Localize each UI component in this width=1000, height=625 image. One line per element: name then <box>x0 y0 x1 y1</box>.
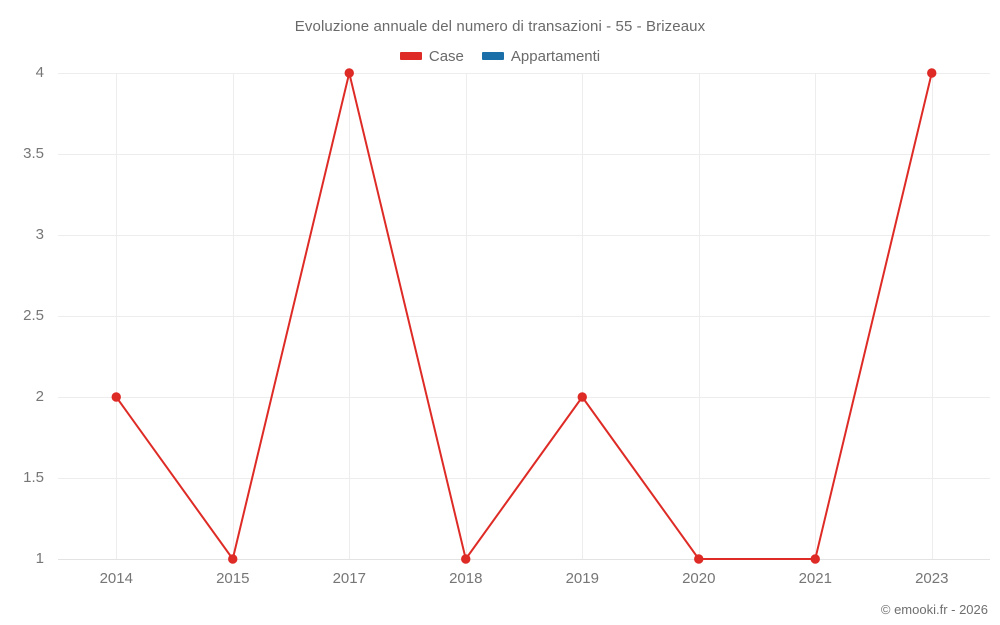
y-tick-label: 1 <box>36 550 44 567</box>
data-point-marker[interactable] <box>344 68 354 78</box>
data-point-marker[interactable] <box>228 554 238 564</box>
x-tick-label: 2017 <box>333 570 366 587</box>
y-gridlines <box>58 73 990 560</box>
y-tick-label: 1.5 <box>23 469 44 486</box>
data-point-marker[interactable] <box>810 554 820 564</box>
x-gridlines <box>116 73 933 559</box>
series-case <box>111 68 937 564</box>
y-tick-label: 3.5 <box>23 145 44 162</box>
data-point-marker[interactable] <box>577 392 587 402</box>
x-tick-labels: 2014 2015 2017 2018 2019 2020 2021 2023 <box>100 570 949 587</box>
legend-swatch-case-icon <box>399 52 422 60</box>
chart-legend: Case Appartamenti <box>0 46 1000 66</box>
data-point-marker[interactable] <box>927 68 937 78</box>
y-tick-labels: 1 1.5 2 2.5 3 3.5 4 <box>23 64 44 567</box>
plot-area: 1 1.5 2 2.5 3 3.5 4 2014 2015 2017 2018 2019 2020 20… <box>23 64 990 587</box>
y-tick-label: 3 <box>36 226 44 243</box>
data-point-marker[interactable] <box>111 392 121 402</box>
y-tick-label: 2.5 <box>23 307 44 324</box>
legend-label-appartamenti: Appartamenti <box>510 47 601 65</box>
legend-swatch-appartamenti-icon <box>481 52 504 60</box>
x-tick-label: 2021 <box>799 570 832 587</box>
x-tick-label: 2020 <box>682 570 715 587</box>
x-tick-label: 2018 <box>449 570 482 587</box>
legend-label-case: Case <box>428 47 464 65</box>
legend-item-appartamenti[interactable]: Appartamenti <box>481 47 601 65</box>
x-tick-label: 2023 <box>915 570 948 587</box>
data-point-marker[interactable] <box>694 554 704 564</box>
chart-title: Evoluzione annuale del numero di transaz… <box>294 18 706 35</box>
x-tick-label: 2015 <box>216 570 249 587</box>
plot-svg: 11.522.533.54 2014 2015 2017 2018 2019 2020 20… <box>23 64 990 587</box>
x-tick-label: 2019 <box>566 570 599 587</box>
y-tick-label: 4 <box>36 64 44 81</box>
series-line <box>115 72 933 562</box>
data-point-marker[interactable] <box>461 554 471 564</box>
x-tick-label: 2014 <box>100 570 133 587</box>
legend-item-case[interactable]: Case <box>399 47 464 65</box>
copyright-credit: © emooki.fr - 2026 <box>880 602 988 617</box>
y-tick-label: 2 <box>36 388 44 405</box>
data-series-layer <box>111 68 937 564</box>
